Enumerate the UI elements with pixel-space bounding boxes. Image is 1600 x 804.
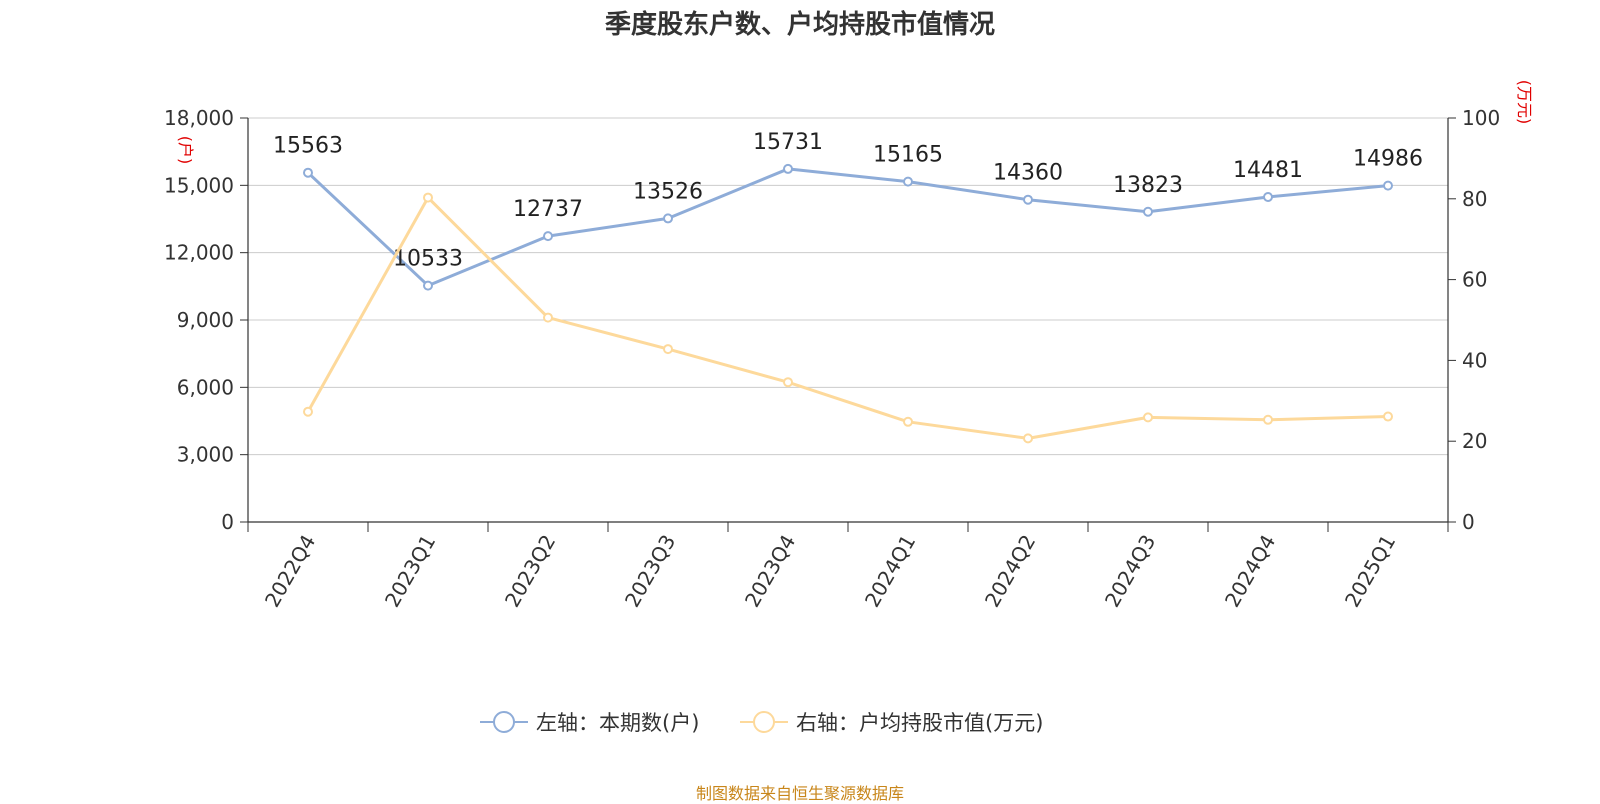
x-axis-tick-label: 2025Q1 xyxy=(1340,531,1400,612)
left-axis-unit: (户) xyxy=(176,136,195,165)
left-axis-tick-label: 15,000 xyxy=(164,173,234,197)
legend-label: 左轴：本期数(户) xyxy=(536,711,699,735)
series-1-point xyxy=(903,176,913,187)
data-label: 13823 xyxy=(1113,173,1183,198)
series-2-point xyxy=(1143,412,1153,423)
series-2-point xyxy=(543,312,553,323)
data-label: 15165 xyxy=(873,143,943,168)
left-axis-tick-label: 9,000 xyxy=(177,308,234,332)
left-axis-tick-label: 6,000 xyxy=(177,375,234,399)
legend[interactable]: 左轴：本期数(户) 右轴：户均持股市值(万元) xyxy=(480,711,1043,735)
x-axis-tick-label: 2023Q4 xyxy=(740,531,800,612)
x-axis-tick-label: 2023Q3 xyxy=(620,531,680,612)
right-axis-tick-label: 20 xyxy=(1462,429,1487,453)
data-label: 12737 xyxy=(513,197,583,222)
x-axis-tick-label: 2024Q2 xyxy=(980,531,1040,612)
legend-label: 右轴：户均持股市值(万元) xyxy=(796,711,1043,735)
legend-marker-icon xyxy=(753,711,775,733)
series-line-1 xyxy=(306,167,1389,288)
left-axis-tick-label: 3,000 xyxy=(177,443,234,467)
chart-title: 季度股东户数、户均持股市值情况 xyxy=(604,10,995,40)
series-1-point xyxy=(663,213,673,224)
data-label: 15563 xyxy=(273,134,343,159)
right-axis-tick-label: 80 xyxy=(1462,187,1487,211)
series-1-point xyxy=(1023,194,1033,205)
data-label: 14986 xyxy=(1353,147,1423,172)
series-1-point xyxy=(543,231,553,242)
source-footer: 制图数据来自恒生聚源数据库 xyxy=(695,784,904,803)
legend-marker-icon xyxy=(493,711,515,733)
right-axis-tick-label: 0 xyxy=(1462,510,1475,534)
legend-item-2[interactable]: 右轴：户均持股市值(万元) xyxy=(740,711,1043,735)
series-layer: 15563 10533 12737 13526 15731 15165 14360 13823… xyxy=(273,130,1423,444)
x-axis-tick-label: 2023Q2 xyxy=(500,531,560,612)
right-axis-tick-label: 60 xyxy=(1462,268,1487,292)
grid-lines xyxy=(248,117,1448,456)
data-label: 14360 xyxy=(993,161,1063,186)
x-axis-tick-label: 2024Q3 xyxy=(1100,531,1160,612)
series-2-point xyxy=(303,406,313,417)
data-label: 10533 xyxy=(393,247,463,272)
series-1-point xyxy=(423,280,433,291)
x-axis-tick-label: 2023Q1 xyxy=(380,531,440,612)
series-2-point xyxy=(903,416,913,427)
series-2-point xyxy=(663,344,673,355)
series-line-2 xyxy=(306,196,1389,440)
series-1-point xyxy=(783,163,793,174)
left-axis-tick-label: 18,000 xyxy=(164,106,234,130)
legend-item-1[interactable]: 左轴：本期数(户) xyxy=(480,711,699,735)
series-2-point xyxy=(1383,411,1393,422)
series-1-point xyxy=(303,167,313,178)
series-2-point xyxy=(1023,433,1033,444)
right-axis-unit: (万元) xyxy=(1515,80,1534,125)
series-1-point xyxy=(1263,191,1273,202)
series-1-point xyxy=(1383,180,1393,191)
data-label: 15731 xyxy=(753,130,823,155)
series-1-point xyxy=(1143,206,1153,217)
x-axis-tick-label: 2024Q1 xyxy=(860,531,920,612)
data-label: 14481 xyxy=(1233,158,1303,183)
series-2-point xyxy=(1263,414,1273,425)
right-axis-tick-label: 40 xyxy=(1462,348,1487,372)
x-axis-tick-label: 2022Q4 xyxy=(260,531,320,612)
axes: 0 3,000 6,000 9,000 12,000 15,000 18,000 0 20 40 6… xyxy=(164,80,1534,611)
left-axis-tick-label: 0 xyxy=(221,510,234,534)
right-axis-tick-label: 100 xyxy=(1462,106,1500,130)
x-axis-tick-label: 2024Q4 xyxy=(1220,531,1280,612)
series-2-point xyxy=(423,192,433,203)
data-label: 13526 xyxy=(633,179,703,204)
series-2-point xyxy=(783,377,793,388)
left-axis-tick-label: 12,000 xyxy=(164,241,234,265)
